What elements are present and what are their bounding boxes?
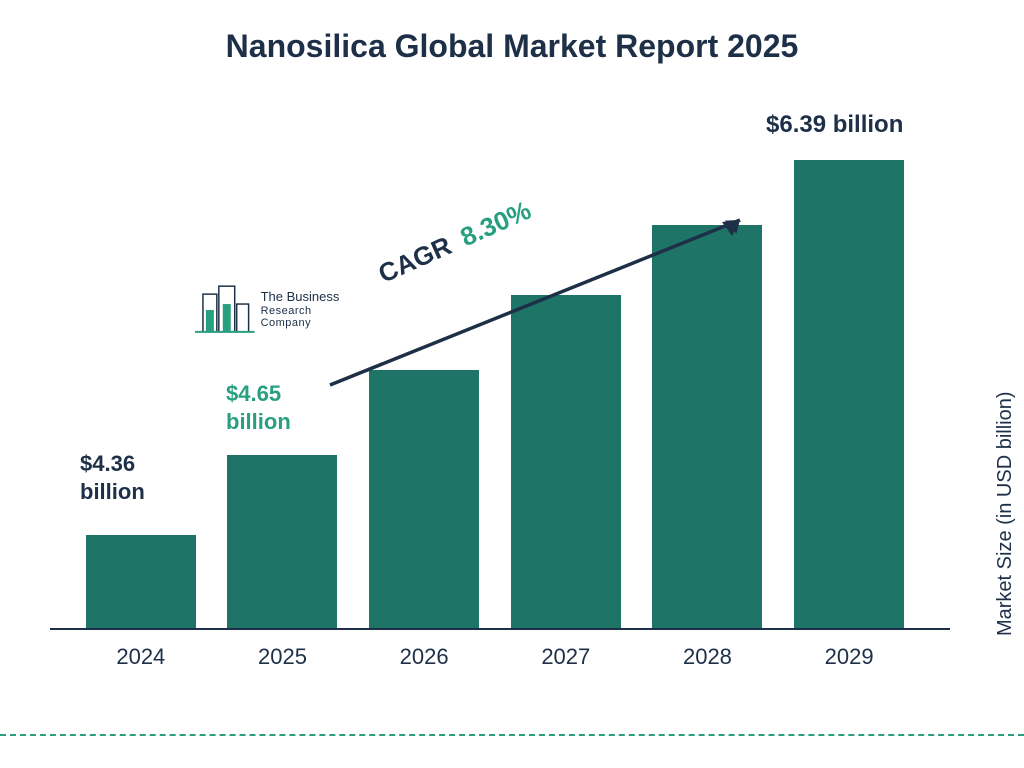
y-axis-label: Market Size (in USD billion) [995, 392, 1018, 637]
xlabel-2028: 2028 [647, 636, 767, 670]
xlabel-2024: 2024 [81, 636, 201, 670]
bar-2027 [506, 295, 626, 630]
bar-2024 [81, 535, 201, 630]
value-label-2029: $6.39 billion [766, 110, 926, 140]
bar-2028 [647, 225, 767, 630]
bar-2026 [364, 370, 484, 630]
bar-2025 [222, 455, 342, 630]
chart-area: The Business Research Company 2024 2025 … [70, 110, 920, 670]
chart-title: Nanosilica Global Market Report 2025 [0, 0, 1024, 65]
value-label-2024: $4.36 billion [80, 450, 180, 505]
xlabel-2025: 2025 [222, 636, 342, 670]
bottom-divider [0, 734, 1024, 736]
xlabel-2026: 2026 [364, 636, 484, 670]
x-axis-labels: 2024 2025 2026 2027 2028 2029 [70, 636, 920, 670]
x-axis-line [50, 628, 950, 630]
bar-2029 [789, 160, 909, 630]
xlabel-2029: 2029 [789, 636, 909, 670]
value-label-2025: $4.65 billion [226, 380, 326, 435]
xlabel-2027: 2027 [506, 636, 626, 670]
